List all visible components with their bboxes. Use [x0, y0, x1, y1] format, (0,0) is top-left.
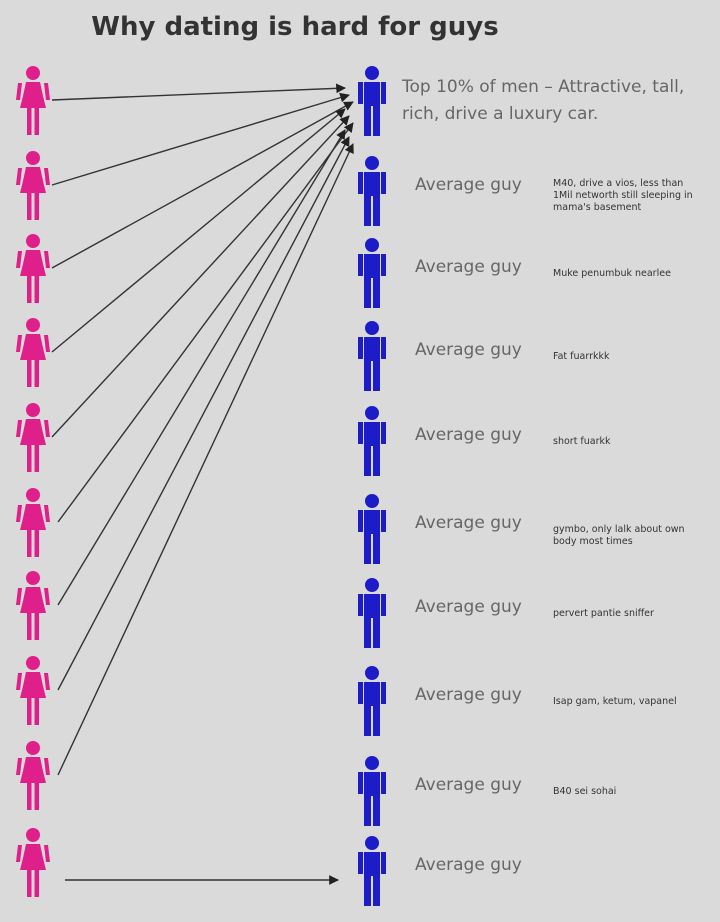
man-head: [365, 494, 379, 508]
man-head: [365, 666, 379, 680]
man-head: [365, 321, 379, 335]
man-head: [365, 836, 379, 850]
woman-head: [26, 488, 40, 502]
woman-head: [26, 66, 40, 80]
arrow: [57, 143, 354, 776]
woman-body: [16, 167, 50, 220]
man-label: Average guy: [415, 855, 522, 875]
man-body: [358, 852, 386, 906]
arrow: [51, 92, 350, 186]
title: Why dating is hard for guys: [91, 12, 499, 42]
man-note: M40, drive a vios, less than 1Mil networ…: [553, 178, 693, 213]
man-body: [358, 254, 386, 308]
man-head: [365, 66, 379, 80]
arrow: [57, 129, 346, 606]
man-body: [358, 172, 386, 226]
man-label: Average guy: [415, 175, 522, 195]
woman-head: [26, 571, 40, 585]
woman-head: [26, 234, 40, 248]
man-label: Average guy: [415, 775, 522, 795]
woman-body: [16, 672, 50, 725]
arrow: [51, 101, 354, 269]
man-body: [358, 772, 386, 826]
woman-body: [16, 82, 50, 135]
man-head: [365, 578, 379, 592]
woman-body: [16, 757, 50, 810]
woman-body: [16, 587, 50, 640]
man-head: [365, 406, 379, 420]
man-label: Average guy: [415, 685, 522, 705]
man-head: [365, 238, 379, 252]
woman-body: [16, 844, 50, 897]
man-body: [358, 682, 386, 736]
man-body: [358, 510, 386, 564]
man-label: Average guy: [415, 597, 522, 617]
woman-head: [26, 828, 40, 842]
man-body: [358, 82, 386, 136]
man-note: short fuarkk: [553, 436, 611, 447]
woman-body: [16, 334, 50, 387]
man-note: Fat fuarrkkk: [553, 351, 610, 362]
woman-head: [26, 403, 40, 417]
man-body: [358, 594, 386, 648]
woman-head: [26, 656, 40, 670]
arrow: [51, 83, 346, 101]
woman-body: [16, 250, 50, 303]
man-label: Average guy: [415, 425, 522, 445]
arrow: [57, 136, 350, 691]
man-label: Average guy: [415, 340, 522, 360]
arrow: [51, 115, 350, 438]
man-note: Isap gam, ketum, vapanel: [553, 696, 677, 707]
top-men-label: Top 10% of men – Attractive, tall, rich,…: [402, 77, 685, 124]
man-note: Muke penumbuk nearlee: [553, 268, 671, 279]
man-body: [358, 422, 386, 476]
woman-head: [26, 151, 40, 165]
man-head: [365, 156, 379, 170]
woman-body: [16, 504, 50, 557]
woman-head: [26, 318, 40, 332]
arrow: [51, 108, 346, 353]
arrow: [57, 122, 354, 523]
man-note: pervert pantie sniffer: [553, 608, 654, 619]
man-label: Average guy: [415, 513, 522, 533]
man-head: [365, 756, 379, 770]
woman-body: [16, 419, 50, 472]
man-note: gymbo, only lalk about own body most tim…: [553, 524, 685, 547]
man-label: Average guy: [415, 257, 522, 277]
man-note: B40 sei sohai: [553, 786, 617, 797]
man-body: [358, 337, 386, 391]
woman-head: [26, 741, 40, 755]
